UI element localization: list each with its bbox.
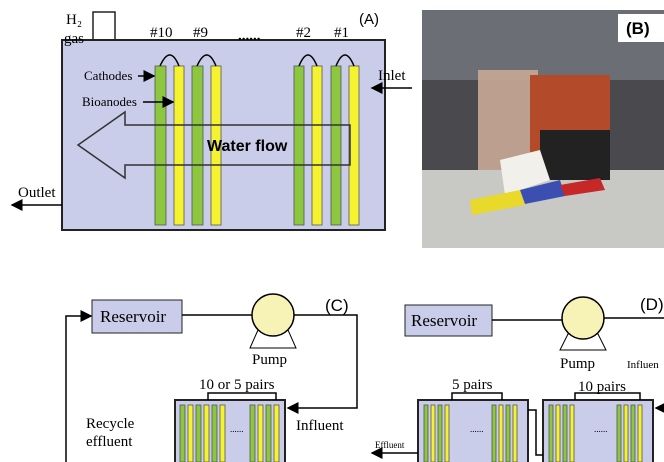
recycle-label: Recycle (86, 416, 135, 432)
cathodes-label: Cathodes (84, 68, 132, 83)
outlet-label: Outlet (18, 185, 56, 201)
pump (562, 297, 604, 339)
ellipsis: ...... (238, 28, 261, 44)
ellipsis: ...... (470, 424, 484, 434)
panel-label: (A) (359, 11, 379, 28)
pump-label: Pump (560, 356, 595, 372)
panel-a: H₂ gas #10 #9 ...... #2 #1 (A) Water flo… (12, 11, 412, 230)
ellipsis: ...... (594, 424, 608, 434)
reservoir-label: Reservoir (100, 307, 166, 326)
pair-label: #9 (193, 25, 208, 41)
influent-label: Influent (296, 418, 344, 434)
panel-label: (D) (640, 295, 664, 314)
reservoir-label: Reservoir (411, 311, 477, 330)
influent-label: Influen (627, 359, 659, 371)
pair-label: #10 (150, 25, 173, 41)
panel-d: Reservoir Pump (D) Influen ...... ......… (372, 295, 664, 462)
pump-label: Pump (252, 352, 287, 368)
panel-label: (B) (626, 19, 650, 38)
pair-label: #1 (334, 25, 349, 41)
recycle-label: effluent (86, 434, 133, 450)
pairs-label: 5 pairs (452, 377, 493, 393)
inlet-label: Inlet (378, 68, 406, 84)
flow-label: Water flow (207, 138, 288, 155)
effluent-label: Effluent (375, 440, 405, 450)
pairs-label: 10 or 5 pairs (199, 377, 275, 393)
ellipsis: ...... (230, 424, 244, 434)
gas-outlet (93, 12, 115, 40)
gas-label: gas (64, 31, 84, 47)
panel-b: (B) (422, 10, 664, 248)
pump (252, 294, 294, 336)
bioanodes-label: Bioanodes (82, 94, 137, 109)
h2-label: H₂ (66, 12, 82, 28)
figure: H₂ gas #10 #9 ...... #2 #1 (A) Water flo… (0, 0, 664, 462)
panel-c: Reservoir Pump (C) Influent ...... 10 or… (66, 294, 357, 462)
panel-label: (C) (325, 296, 349, 315)
pair-label: #2 (296, 25, 311, 41)
pairs-label: 10 pairs (578, 379, 626, 395)
